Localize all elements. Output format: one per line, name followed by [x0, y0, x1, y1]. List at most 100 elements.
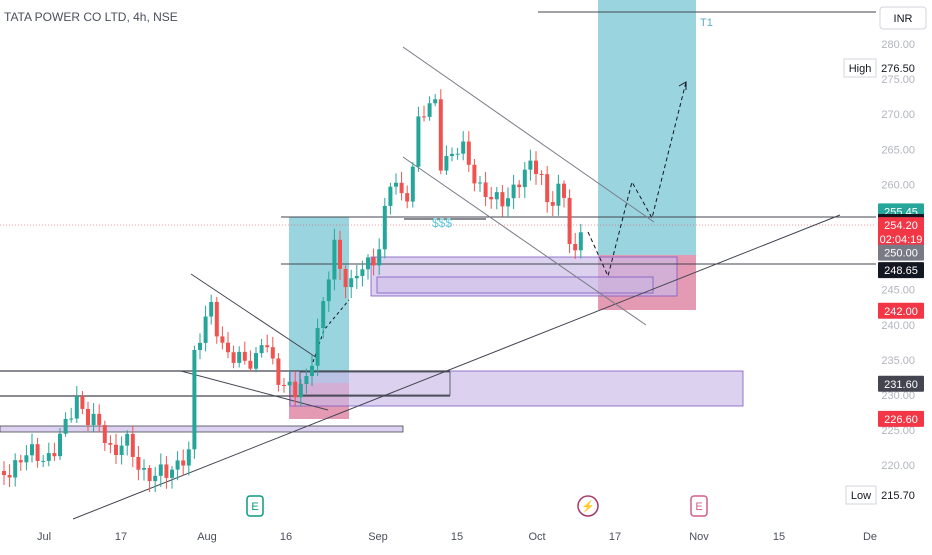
candle — [287, 370, 292, 394]
candle — [192, 345, 197, 459]
candle — [354, 264, 359, 289]
candle — [248, 350, 253, 372]
channel-bottom[interactable] — [402, 156, 647, 326]
price-label: 226.60 — [878, 410, 924, 427]
price-label-value: 242.00 — [884, 306, 918, 318]
candle — [371, 248, 376, 276]
event-marker-label: ⚡ — [581, 500, 595, 513]
candle — [7, 464, 12, 488]
zones-layer — [0, 0, 744, 433]
candle — [304, 368, 309, 394]
low-label: Low — [851, 490, 871, 502]
demand-zone-lower-inner[interactable] — [299, 371, 451, 396]
x-tick-label: Aug — [197, 531, 217, 543]
price-label-value: 226.60 — [884, 414, 918, 426]
demand-zone-lower[interactable] — [289, 370, 744, 407]
currency-label: INR — [894, 13, 913, 25]
candle — [35, 437, 40, 468]
candle — [198, 333, 202, 360]
candle — [203, 305, 208, 352]
candle — [427, 96, 432, 121]
high-label: High — [849, 63, 872, 75]
candle — [220, 326, 225, 350]
candle — [41, 454, 46, 468]
candle — [310, 354, 314, 386]
candle — [30, 433, 34, 463]
candle — [483, 171, 488, 207]
candle — [500, 185, 505, 217]
x-tick-label: 16 — [280, 531, 292, 543]
candle — [259, 338, 264, 358]
candle — [573, 233, 578, 259]
candle — [231, 345, 236, 369]
uptrend-line[interactable] — [72, 214, 841, 520]
candle — [136, 445, 141, 481]
event-marker[interactable]: ⚡ — [577, 495, 599, 517]
event-marker[interactable]: E — [246, 495, 264, 517]
candle — [422, 105, 426, 122]
candle — [18, 454, 23, 471]
x-tick-label: 15 — [451, 531, 463, 543]
candle — [175, 451, 180, 481]
channel-top[interactable] — [402, 46, 655, 223]
event-marker-label: E — [251, 501, 258, 513]
candle — [567, 189, 572, 254]
y-tick-label: 240.00 — [881, 320, 915, 332]
candle — [461, 131, 466, 161]
candle — [119, 436, 124, 465]
candle — [58, 428, 62, 461]
candle — [13, 453, 18, 487]
chart-title: TATA POWER CO LTD, 4h, NSE — [4, 10, 178, 24]
candle — [399, 171, 404, 201]
x-tick-label: Nov — [689, 531, 709, 543]
candle — [528, 149, 533, 181]
candle — [153, 467, 158, 493]
price-label: 250.00 — [878, 244, 924, 261]
wedge-bottom[interactable] — [180, 370, 329, 411]
candle — [366, 254, 370, 280]
candle — [321, 297, 326, 339]
candle — [164, 456, 169, 489]
y-tick-label: 265.00 — [881, 144, 915, 156]
time-axis[interactable]: Jul 17 Aug 16 Sep 15 Oct 17 Nov 15 De — [37, 531, 877, 543]
y-tick-label: 260.00 — [881, 179, 915, 191]
wedge-top[interactable] — [190, 273, 318, 359]
candle — [382, 197, 387, 259]
candle — [545, 166, 550, 213]
candle — [377, 238, 382, 275]
price-label: 254.20 02:04:19 — [878, 217, 924, 248]
candle — [265, 334, 270, 353]
candle — [534, 151, 538, 185]
candle — [315, 318, 320, 377]
x-tick-label: 17 — [609, 531, 621, 543]
x-tick-label: 17 — [115, 531, 127, 543]
candle — [242, 341, 247, 365]
candle — [394, 173, 398, 195]
long-position-target-zone[interactable] — [598, 0, 696, 255]
candle — [489, 186, 494, 209]
candle — [562, 180, 566, 208]
candle — [63, 412, 68, 437]
candle — [125, 430, 130, 456]
event-marker[interactable]: E — [690, 495, 708, 517]
candle — [186, 441, 191, 476]
candle — [276, 353, 281, 392]
y-tick-label: 275.00 — [881, 74, 915, 86]
projection-path[interactable] — [587, 81, 687, 278]
candle — [226, 332, 230, 359]
demand-zone-upper-inner[interactable] — [376, 276, 654, 294]
demand-zone-july[interactable] — [0, 425, 404, 433]
y-tick-label: 245.00 — [881, 285, 915, 297]
candle — [450, 147, 454, 162]
x-tick-label: Oct — [528, 531, 545, 543]
candle — [466, 131, 471, 173]
candle — [326, 271, 331, 312]
currency-button[interactable] — [879, 6, 927, 30]
candle — [388, 182, 393, 215]
x-tick-label: 15 — [773, 531, 785, 543]
target-label: T1 — [700, 17, 713, 29]
candle — [455, 147, 460, 160]
y-tick-label: 235.00 — [881, 355, 915, 367]
